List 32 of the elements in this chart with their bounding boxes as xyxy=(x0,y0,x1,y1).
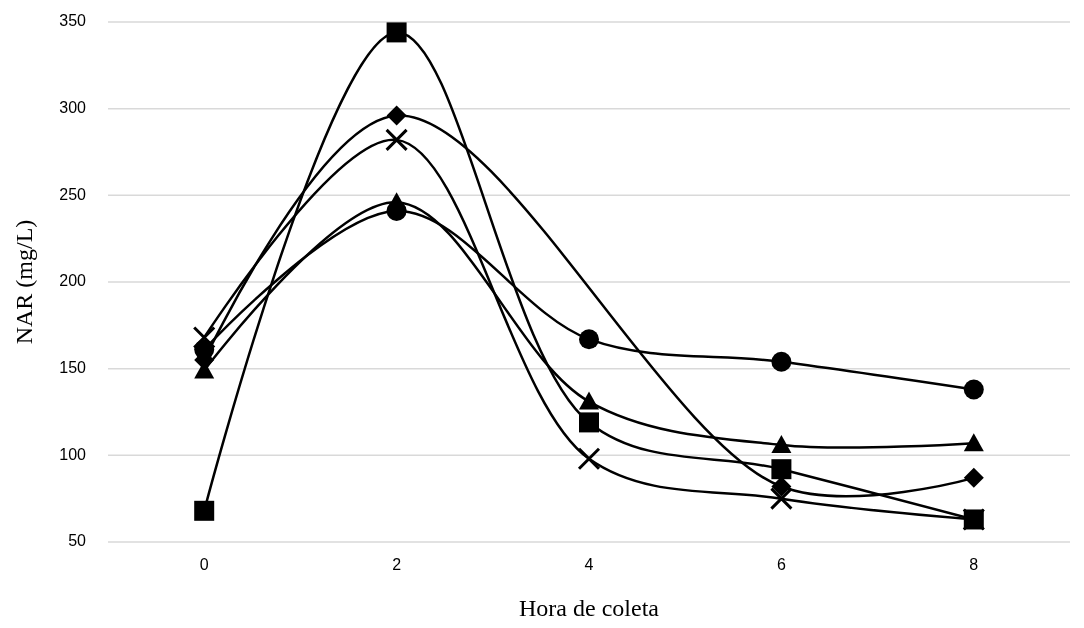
point xyxy=(386,192,407,211)
point xyxy=(771,351,792,372)
y-tick-label: 300 xyxy=(59,98,87,116)
point xyxy=(771,434,792,453)
x-tick-label: 4 xyxy=(584,556,594,573)
point xyxy=(771,459,792,480)
point xyxy=(579,391,599,410)
y-tick-label: 150 xyxy=(59,358,87,376)
point xyxy=(194,500,215,521)
x-tick-label: 0 xyxy=(199,556,209,573)
point xyxy=(963,467,984,488)
point xyxy=(386,22,407,43)
y-tick-label: 350 xyxy=(59,12,87,30)
point xyxy=(577,447,601,471)
x-tick-label: 2 xyxy=(392,556,402,573)
y-tick-label: 250 xyxy=(59,185,87,203)
point xyxy=(192,325,216,349)
x-tick-label: 6 xyxy=(776,556,786,573)
point xyxy=(579,329,599,350)
point xyxy=(386,105,407,126)
x-tick-label: 8 xyxy=(969,556,979,573)
point xyxy=(771,476,792,497)
point xyxy=(963,379,984,400)
y-tick-label: 200 xyxy=(59,272,87,290)
y-axis-title: NAR (mg/L) xyxy=(11,219,37,345)
point xyxy=(963,433,984,452)
y-tick-label: 50 xyxy=(68,532,87,550)
point xyxy=(769,487,793,511)
point xyxy=(385,128,409,152)
y-tick-label: 100 xyxy=(59,445,87,463)
x-axis-title: Hora de coleta xyxy=(519,595,660,621)
point xyxy=(579,412,599,433)
